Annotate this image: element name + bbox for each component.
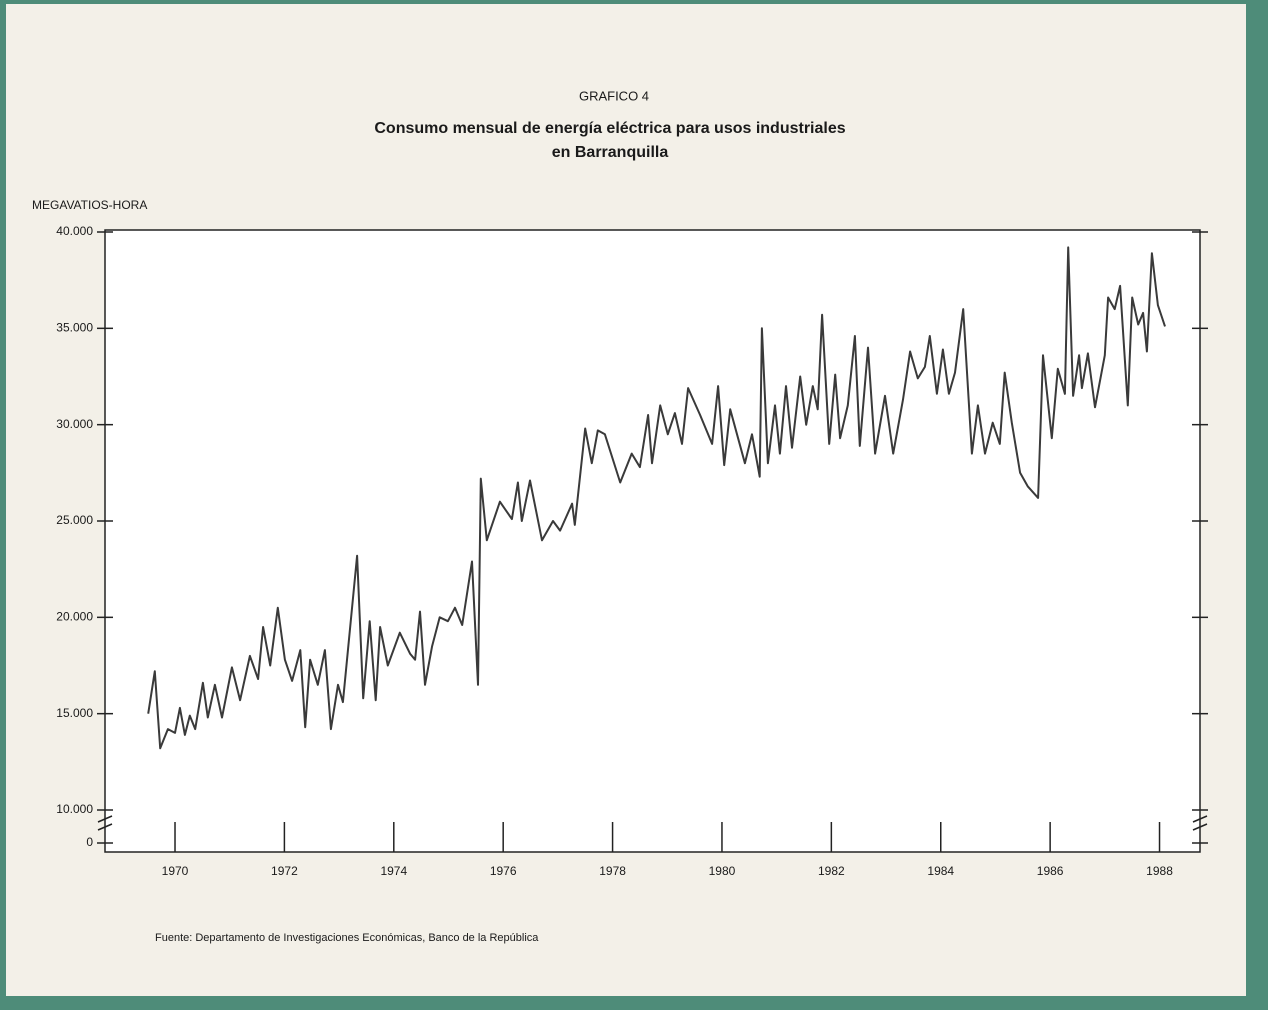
- chart-label: GRAFICO 4: [579, 88, 649, 103]
- y-axis-label: MEGAVATIOS-HORA: [32, 198, 147, 212]
- x-tick-label: 1982: [818, 864, 845, 878]
- y-tick-label: 30.000: [56, 417, 93, 431]
- x-tick-label: 1976: [490, 864, 517, 878]
- data-line: [147, 246, 1166, 750]
- x-tick-label: 1972: [271, 864, 298, 878]
- axis-break: [97, 815, 1208, 831]
- y-tick-label: 35.000: [56, 321, 93, 335]
- chart-title: en Barranquilla: [552, 144, 669, 161]
- plot-area: [104, 229, 1201, 853]
- y-tick-label: 25.000: [56, 513, 93, 527]
- x-tick-label: 1980: [709, 864, 736, 878]
- y-tick-label: 10.000: [56, 802, 93, 816]
- x-tick-label: 1984: [927, 864, 954, 878]
- chart-title: Consumo mensual de energía eléctrica par…: [374, 120, 845, 137]
- x-tick-label: 1986: [1037, 864, 1064, 878]
- x-tick-label: 1988: [1146, 864, 1173, 878]
- y-tick-label: 0: [86, 835, 93, 849]
- x-tick-label: 1978: [599, 864, 626, 878]
- source: Fuente: Departamento de Investigaciones …: [155, 932, 539, 944]
- x-tick-label: 1974: [380, 864, 407, 878]
- y-tick-label: 20.000: [56, 610, 93, 624]
- y-tick-label: 40.000: [56, 224, 93, 238]
- y-tick-label: 15.000: [56, 706, 93, 720]
- x-tick-label: 1970: [162, 864, 189, 878]
